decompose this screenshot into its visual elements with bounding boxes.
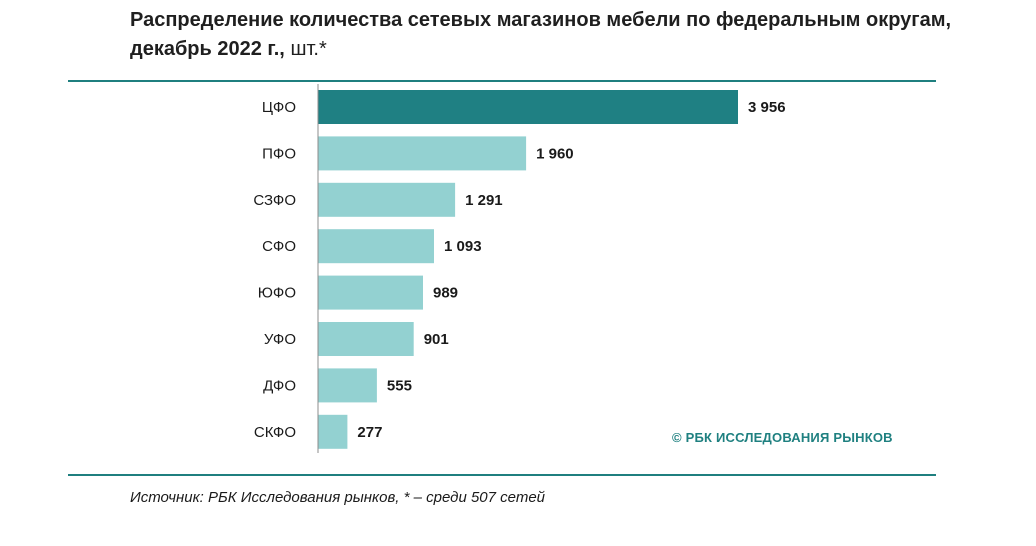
source-note: Источник: РБК Исследования рынков, * – с…	[130, 489, 545, 506]
chart-title-main: Распределение количества сетевых магазин…	[130, 9, 952, 60]
bottom-divider	[68, 474, 936, 476]
bar-1	[318, 136, 527, 171]
bar-0	[318, 90, 738, 124]
value-label-6: 555	[387, 377, 412, 394]
value-label-4: 989	[433, 285, 458, 302]
category-label-6: ДФО	[263, 377, 296, 394]
value-label-3: 1 093	[444, 238, 482, 255]
category-label-3: СФО	[262, 238, 296, 255]
value-label-0: 3 956	[748, 99, 786, 116]
category-label-2: СЗФО	[253, 192, 296, 209]
bar-4	[318, 275, 423, 310]
bar-5	[318, 322, 414, 356]
category-label-1: ПФО	[262, 145, 296, 162]
top-divider	[68, 80, 936, 82]
chart-title-unit: шт.*	[290, 38, 327, 60]
category-label-7: СКФО	[254, 424, 296, 441]
bar-2	[318, 182, 456, 217]
category-label-0: ЦФО	[262, 99, 296, 116]
value-label-5: 901	[424, 331, 449, 348]
value-label-1: 1 960	[536, 145, 574, 162]
value-label-7: 277	[357, 424, 382, 441]
bar-7	[318, 414, 348, 449]
category-label-5: УФО	[264, 331, 296, 348]
value-label-2: 1 291	[465, 192, 503, 209]
bar-6	[318, 368, 377, 403]
bar-3	[318, 229, 434, 264]
watermark: © РБК ИССЛЕДОВАНИЯ РЫНКОВ	[672, 430, 893, 445]
chart-title: Распределение количества сетевых магазин…	[130, 6, 970, 64]
category-label-4: ЮФО	[258, 285, 296, 302]
